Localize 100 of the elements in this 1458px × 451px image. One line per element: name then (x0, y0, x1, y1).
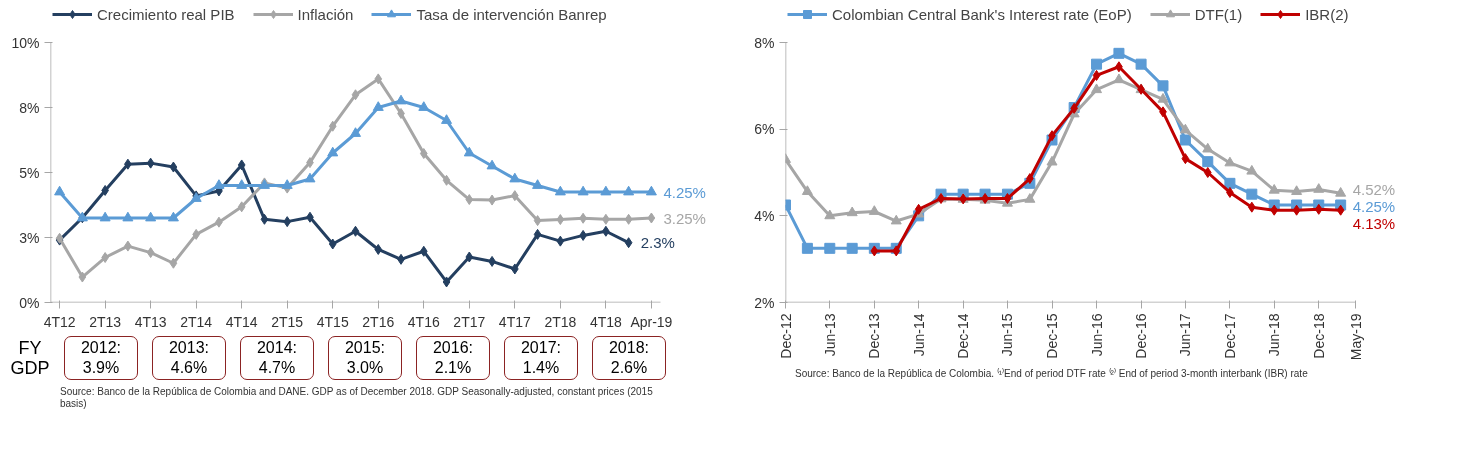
point (237, 159, 246, 171)
point (1157, 92, 1169, 103)
point (1224, 156, 1236, 167)
point (846, 206, 858, 217)
data-label: 3.25% (663, 209, 706, 227)
source-note: Source: Banco de la República de Colombia and DANE. GDP as of December 2018. GDP Seasonally-adjusted, constant prices (2015 basis) (60, 386, 654, 410)
point (283, 216, 292, 228)
point (54, 185, 66, 196)
x-tick-label: Jun-14 (910, 313, 927, 357)
text: 2016: 2.1% (416, 336, 490, 380)
legend-label: Colombian Central Bank's Interest rate (EoP) (832, 5, 1132, 23)
x-tick-label: Dec-12 (777, 313, 794, 359)
point (846, 242, 858, 254)
point (327, 146, 339, 157)
x-tick-label: 2T14 (180, 313, 213, 330)
point (1224, 177, 1236, 189)
data-label: 4.13% (1352, 215, 1396, 233)
point (890, 214, 902, 225)
text: 2014: 4.7% (240, 336, 314, 380)
point (237, 201, 246, 213)
point (419, 148, 428, 160)
text: FY GDP (10, 338, 50, 378)
x-tick-label: Dec-16 (1133, 313, 1150, 359)
point (145, 211, 157, 222)
point (169, 161, 178, 173)
y-tick-label: 8% (754, 34, 775, 51)
point (442, 174, 451, 186)
y-tick-label: 6% (754, 121, 775, 138)
point (1247, 201, 1256, 213)
y-tick-label: 3% (19, 229, 40, 246)
point (441, 114, 453, 124)
legend-label: DTF(1) (1194, 5, 1243, 23)
x-tick-label: 4T15 (316, 313, 349, 330)
x-tick-label: Dec-13 (866, 313, 883, 359)
legend-label: IBR(2) (1305, 5, 1349, 23)
point (122, 211, 134, 222)
x-tick-label: 4T12 (43, 313, 76, 330)
point (374, 73, 383, 85)
point (1335, 187, 1347, 197)
point (350, 127, 361, 137)
x-tick-label: Dec-14 (955, 313, 972, 359)
text: 2018: 2.6% (592, 336, 666, 380)
legend-label: Tasa de intervención Banrep (416, 5, 607, 23)
point (1091, 58, 1103, 70)
point (167, 211, 179, 222)
point (868, 205, 880, 215)
legend-label: Crecimiento real PIB (97, 5, 235, 23)
point (1292, 204, 1301, 216)
point (1179, 134, 1191, 146)
point (1157, 80, 1169, 92)
point (1024, 193, 1036, 203)
point (351, 89, 360, 101)
x-tick-label: Jun-16 (1088, 313, 1105, 357)
x-tick-label: May-19 (1347, 313, 1364, 361)
y-tick-label: 2% (754, 294, 775, 311)
point (533, 215, 542, 227)
data-label: 4.25% (1352, 198, 1396, 216)
point (624, 213, 633, 225)
x-tick-label: 4T16 (407, 313, 440, 330)
point (1246, 188, 1258, 200)
x-tick-label: 2T15 (271, 313, 304, 330)
point (1291, 185, 1303, 195)
point (556, 235, 565, 247)
point (914, 203, 923, 215)
point (486, 159, 498, 170)
point (304, 172, 316, 183)
data-label: 4.52% (1352, 181, 1396, 199)
point (418, 101, 430, 111)
point (645, 185, 657, 196)
point (509, 172, 521, 183)
x-tick-label: 2T13 (89, 313, 122, 330)
point (623, 185, 635, 196)
point (600, 185, 612, 196)
point (1135, 58, 1147, 70)
x-tick-label: 2T17 (453, 313, 486, 330)
point (1270, 204, 1279, 216)
point (213, 179, 225, 189)
data-label: 4.25% (663, 183, 706, 201)
point (624, 237, 633, 249)
point (372, 101, 384, 111)
point (577, 185, 589, 196)
y-tick-label: 0% (19, 294, 40, 311)
x-tick-label: Jun-17 (1177, 313, 1194, 357)
y-tick-label: 8% (19, 99, 40, 116)
point (824, 242, 836, 254)
point (146, 247, 155, 259)
point (554, 185, 566, 196)
point (236, 179, 248, 189)
text: 2013: 4.6% (152, 336, 226, 380)
point (824, 209, 836, 220)
point (463, 146, 475, 157)
point (281, 179, 293, 189)
y-tick-label: 4% (754, 207, 775, 224)
point (260, 213, 269, 225)
x-tick-label: 2T18 (544, 313, 577, 330)
point (78, 271, 87, 283)
x-tick-label: 4T17 (498, 313, 531, 330)
x-tick-label: Dec-15 (1044, 313, 1060, 359)
x-tick-label: Jun-18 (1266, 313, 1283, 357)
x-tick-label: 4T18 (589, 313, 623, 330)
